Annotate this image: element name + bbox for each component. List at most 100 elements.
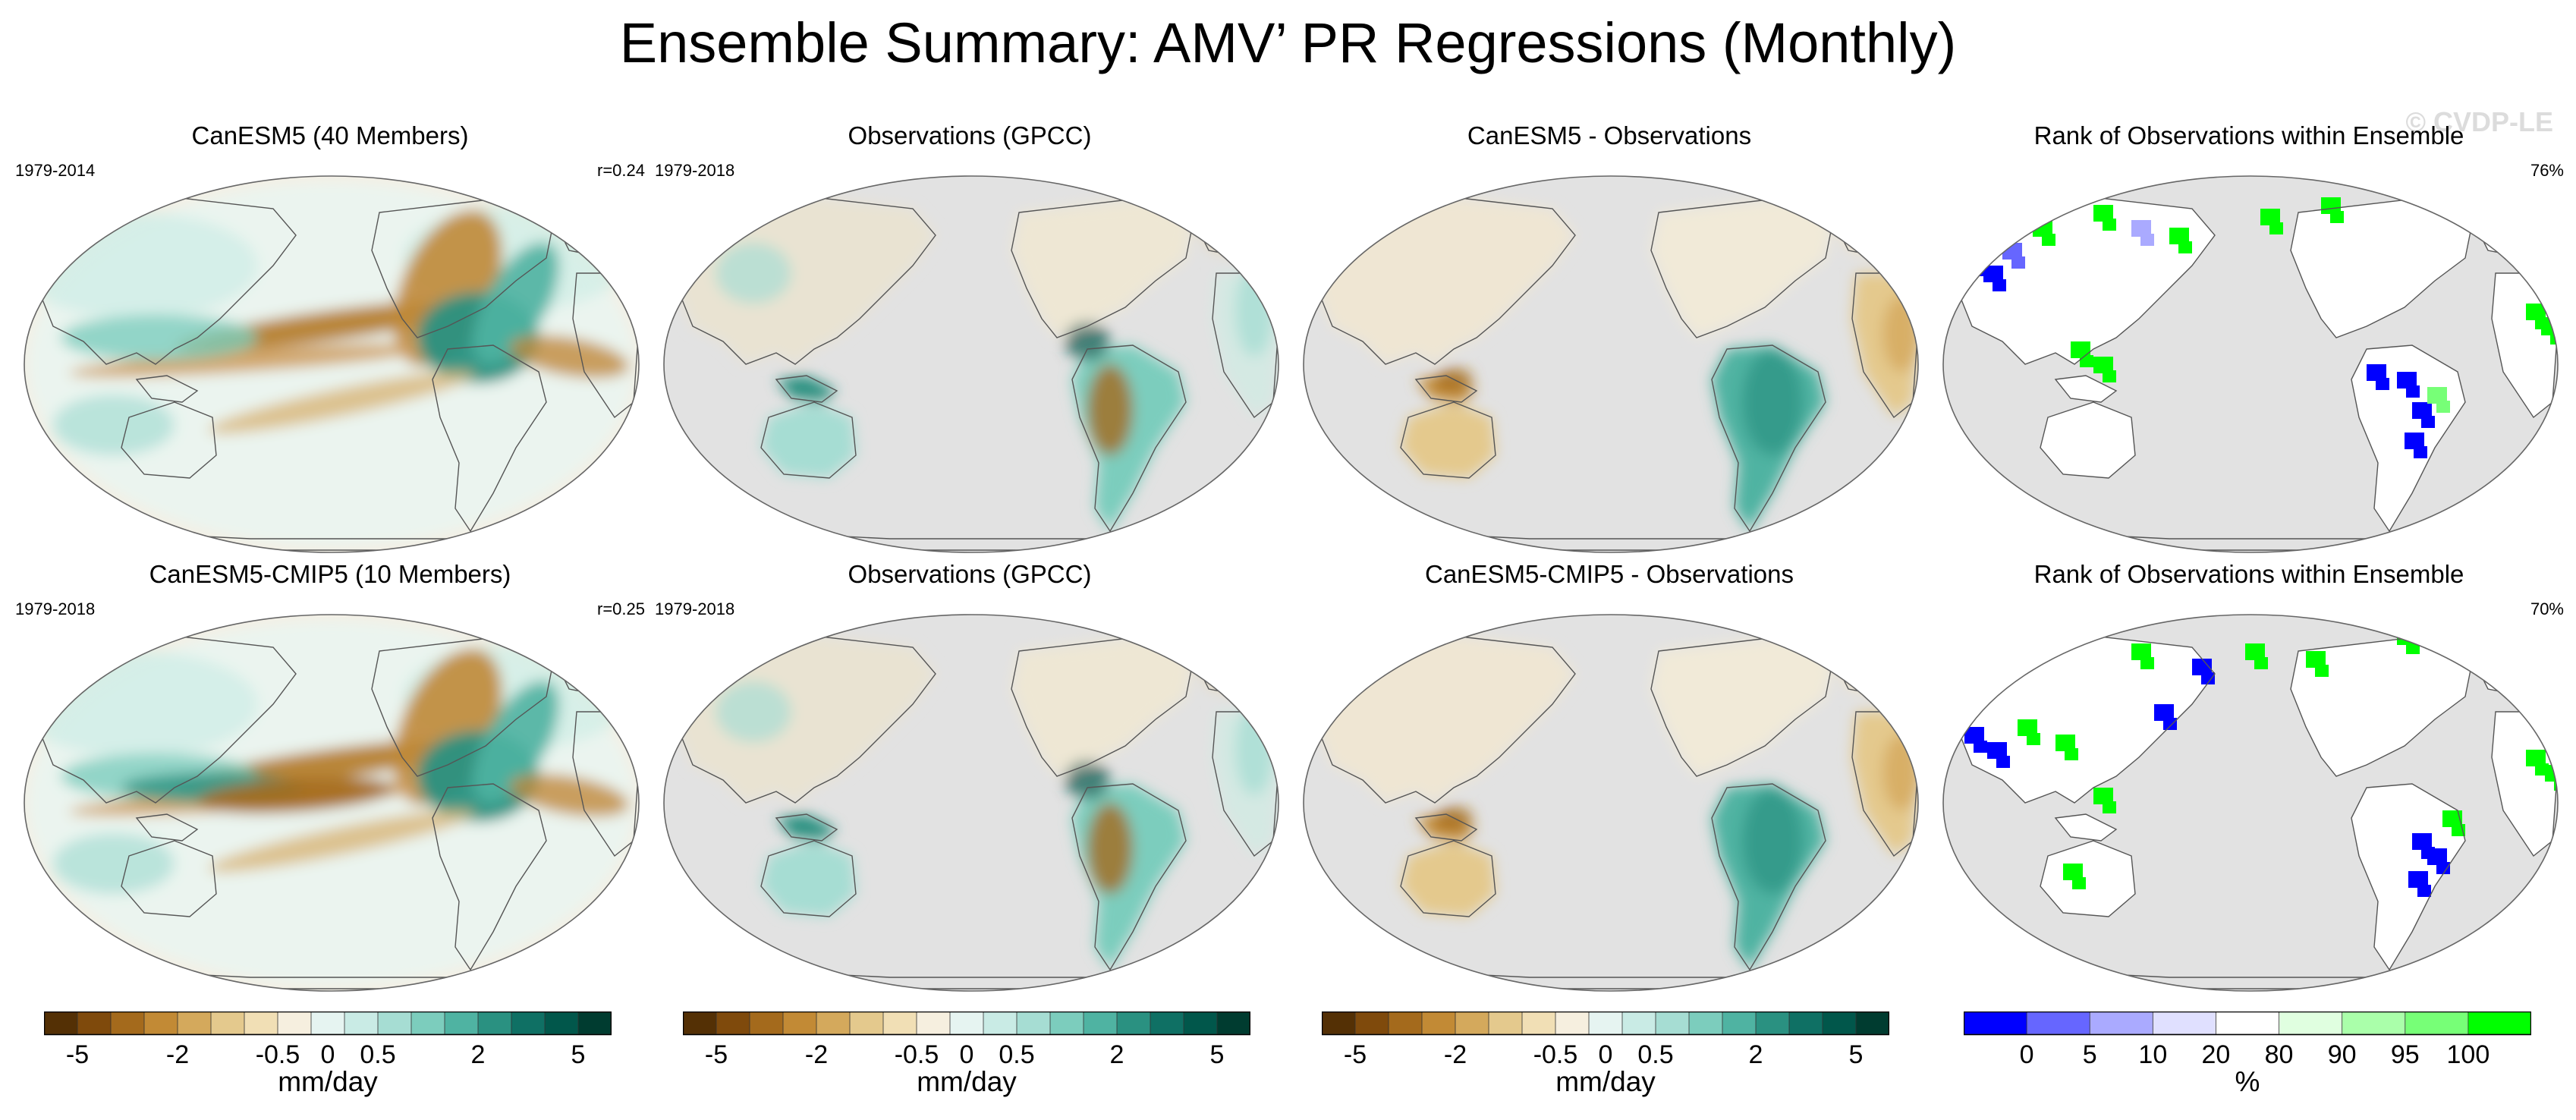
map-panel: CanESM5-CMIP5 - Observations (1294, 560, 1924, 993)
rank-grid-cell (2140, 657, 2154, 669)
map-border (1303, 175, 1919, 553)
colorbar-swatch (110, 1011, 145, 1035)
colorbar-swatch (2152, 1011, 2217, 1035)
colorbar-swatch (277, 1011, 312, 1035)
rank-grid-cell (2260, 209, 2280, 225)
coastline-australia (760, 401, 857, 479)
coastline-maritime (135, 375, 199, 403)
colorbar-frame (683, 1011, 1250, 1036)
map-panel: CanESM5 (40 Members) 1979-2014 r=0.24 (15, 121, 645, 554)
rank-grid-cell (2550, 332, 2558, 344)
world-map (1942, 614, 2559, 992)
map-canvas (23, 613, 640, 993)
colorbar-swatch (816, 1011, 851, 1035)
precip-anomaly-feature (1065, 761, 1110, 799)
colorbar-swatch (1621, 1011, 1656, 1035)
map-panel: Rank of Observations within Ensemble 70% (1934, 560, 2564, 993)
colorbar-swatch (782, 1011, 817, 1035)
colorbar-swatch (1688, 1011, 1723, 1035)
colorbar-tick-label: 0.5 (1637, 1040, 1673, 1069)
rank-grid-cell (2154, 704, 2174, 721)
rank-grid-cell (2178, 241, 2192, 253)
map-border (24, 614, 640, 992)
rank-grid-cell (2192, 659, 2212, 675)
colorbar-tick-label: -2 (805, 1040, 828, 1069)
colorbar-swatch (544, 1011, 579, 1035)
colorbar-tick-label: -5 (66, 1040, 89, 1069)
rank-grid-cell (2169, 228, 2189, 244)
colorbar-tick-label: 2 (1749, 1040, 1763, 1069)
colorbar-frame (44, 1011, 612, 1036)
rank-grid-cell (2442, 810, 2462, 827)
precip-anomaly-feature (207, 809, 476, 873)
world-map (24, 175, 640, 553)
colorbar-graphic: -5 -2 -0.5 0 0.5 2 5 (683, 1011, 1250, 1069)
precip-anomaly-feature (24, 651, 258, 757)
rank-grid-cell (2406, 642, 2420, 654)
coastline-maritime (1414, 375, 1478, 403)
colorbar-swatch (1455, 1011, 1489, 1035)
coastline-asia (677, 635, 936, 804)
coastline-southamerica (2351, 783, 2466, 971)
watermark: © CVDP-LE (2405, 106, 2553, 137)
coastline-australia (1400, 840, 1496, 917)
coastline-southamerica (1711, 783, 1826, 971)
colorbar-swatch (1488, 1011, 1523, 1035)
colorbar-tick-label: 20 (2202, 1040, 2231, 1069)
colorbar-tick-label: -0.5 (256, 1040, 300, 1069)
colorbar-swatch (77, 1011, 112, 1035)
colorbar: 0 5 10 20 80 90 95 100% (1964, 1011, 2531, 1097)
precip-anomaly-feature (1235, 704, 1273, 795)
colorbar-tick-label: -0.5 (1533, 1040, 1578, 1069)
coastline-asia (37, 635, 297, 804)
colorbar-swatch (1388, 1011, 1423, 1035)
precip-anomaly-feature (473, 242, 559, 365)
rank-grid-cell (2414, 446, 2427, 458)
colorbar-swatch (1722, 1011, 1757, 1035)
colorbar-swatch (310, 1011, 345, 1035)
colorbar-swatch (2279, 1011, 2343, 1035)
rank-grid-cell (2405, 433, 2424, 449)
colorbar-swatch (983, 1011, 1018, 1035)
colorbar-tick-label: 0 (2020, 1040, 2034, 1069)
coastline-southamerica (1711, 344, 1826, 533)
colorbar-swatch (849, 1011, 884, 1035)
map-canvas (662, 175, 1280, 554)
rank-grid-cell (1964, 250, 1984, 267)
rank-grid-cell (2427, 387, 2447, 404)
rank-grid-cell (2071, 341, 2090, 358)
colorbar-tick-label: 0 (960, 1040, 974, 1069)
precip-anomaly-feature (509, 773, 629, 817)
rank-grid-cell (2018, 719, 2037, 736)
world-map (24, 614, 640, 992)
rank-grid-cell (2163, 718, 2177, 730)
colorbar-tick-label: 2 (1110, 1040, 1124, 1069)
colorbar-swatch (1822, 1011, 1857, 1035)
map-canvas (1302, 175, 1920, 554)
panel-title: CanESM5 - Observations (1467, 121, 1752, 149)
precip-anomaly-feature (53, 833, 175, 894)
precip-anomaly-feature (473, 681, 559, 804)
panel-stat: r=0.25 (597, 599, 645, 618)
colorbar: -5 -2 -0.5 0 0.5 2 5 mm/day (1322, 1011, 1889, 1097)
panel-title: CanESM5-CMIP5 (10 Members) (149, 560, 511, 588)
rank-grid-cell (2321, 197, 2341, 214)
colorbar-swatch (1555, 1011, 1590, 1035)
colorbar-tick-label: 5 (1210, 1040, 1225, 1069)
rank-grid-cell (1993, 279, 2006, 291)
precip-anomaly-feature (1742, 788, 1803, 894)
rank-grid-cell (2412, 402, 2432, 419)
panel-period: 1979-2018 (15, 599, 96, 618)
precip-anomaly-feature (1065, 322, 1110, 360)
coastline-maritime (2054, 375, 2118, 403)
map-canvas (1302, 613, 1920, 993)
map-border (1942, 614, 2559, 992)
rank-grid-cell (1974, 741, 1987, 753)
coastline-maritime (775, 813, 838, 842)
colorbar-swatch (1150, 1011, 1184, 1035)
world-map (1303, 614, 1919, 992)
colorbar-tick-label: -0.5 (895, 1040, 939, 1069)
colorbar-tick-label: 5 (1849, 1040, 1864, 1069)
precip-anomaly-feature (1235, 266, 1273, 357)
coastline-maritime (1414, 813, 1478, 842)
